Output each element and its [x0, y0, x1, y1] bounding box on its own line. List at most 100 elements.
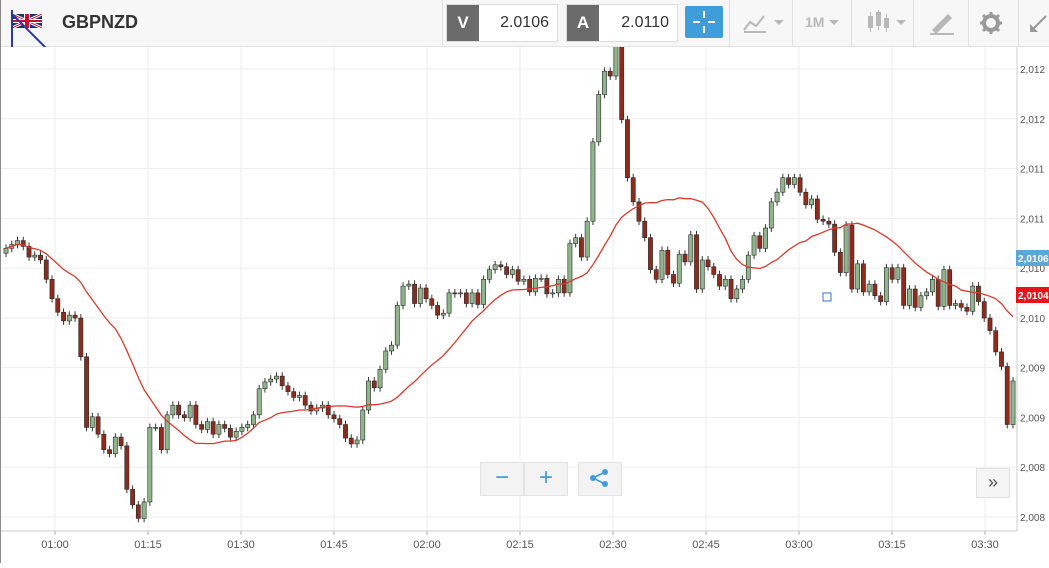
candlestick-chart[interactable]: 2,012 2,012 2,011 2,011 2,010 2,010 2,009 2,009… — [0, 40, 1049, 563]
bearish-candle — [279, 375, 285, 387]
bearish-candle — [653, 269, 659, 280]
bearish-candle — [463, 292, 469, 304]
bearish-candle — [705, 259, 711, 268]
buy-price-button[interactable]: A 2.0110 — [566, 4, 678, 42]
crosshair-marker — [822, 292, 832, 302]
bearish-candle — [302, 395, 308, 406]
bearish-candle — [711, 266, 717, 275]
bullish-candle — [354, 439, 360, 445]
bullish-candle — [953, 303, 958, 306]
bullish-candle — [613, 43, 619, 77]
bullish-candle — [256, 388, 262, 416]
timeframe-label: 1M — [805, 14, 825, 30]
bearish-candle — [371, 380, 377, 389]
crosshair-button[interactable] — [685, 6, 723, 38]
bullish-candle — [809, 198, 814, 206]
bearish-candle — [210, 421, 216, 435]
bearish-candle — [694, 234, 699, 290]
bearish-candle — [423, 287, 429, 299]
scroll-right-button[interactable]: » — [976, 468, 1010, 498]
bullish-candle — [768, 201, 774, 229]
bearish-candle — [130, 489, 135, 506]
bullish-candle — [360, 409, 366, 441]
bullish-candle — [970, 285, 976, 312]
bullish-candle — [509, 269, 515, 275]
bearish-candle — [176, 404, 182, 416]
bearish-candle — [337, 418, 343, 425]
bearish-candle — [579, 237, 584, 258]
bearish-candle — [118, 436, 124, 447]
zoom-in-button[interactable]: + — [524, 462, 568, 496]
bearish-candle — [837, 251, 843, 273]
bearish-candle — [826, 220, 832, 225]
fullscreen-button[interactable] — [1028, 12, 1048, 38]
line-chart-type-icon — [743, 15, 784, 33]
bearish-candle — [43, 259, 49, 280]
bearish-candle — [26, 246, 32, 258]
y-tick-label: 2,010 — [1020, 264, 1045, 275]
bearish-candle — [412, 283, 417, 304]
bullish-candle — [884, 267, 889, 302]
bearish-candle — [728, 279, 734, 299]
x-tick-label: 02:15 — [506, 539, 534, 551]
y-tick-label: 2,011 — [1020, 165, 1045, 176]
bullish-candle — [417, 287, 423, 304]
bearish-candle — [820, 219, 826, 222]
bullish-candle — [780, 177, 786, 193]
divider — [729, 0, 730, 46]
plot-background — [0, 47, 1017, 531]
bullish-candle — [492, 264, 498, 270]
bearish-candle — [665, 249, 671, 275]
settings-gear-icon — [980, 12, 1002, 34]
zoom-out-button[interactable]: − — [480, 462, 524, 496]
bearish-candle — [475, 292, 481, 305]
bullish-candle — [699, 259, 705, 290]
bearish-candle — [935, 279, 941, 307]
timeframe-button[interactable]: 1M — [805, 14, 840, 40]
draw-tool-button[interactable] — [928, 10, 956, 36]
bearish-candle — [849, 224, 855, 290]
settings-button[interactable] — [979, 11, 1003, 37]
x-tick-label: 02:45 — [692, 539, 720, 551]
bullish-candle — [469, 292, 475, 304]
bullish-candle — [556, 279, 561, 294]
divider — [792, 0, 793, 46]
bullish-candle — [251, 414, 256, 425]
bearish-candle — [682, 253, 688, 263]
bearish-candle — [947, 269, 953, 306]
fullscreen-icon — [1030, 15, 1047, 32]
chart-area[interactable]: 2,012 2,012 2,011 2,011 2,010 2,010 2,009 2,009… — [0, 40, 1049, 563]
bullish-candle — [481, 279, 487, 305]
bullish-candle — [366, 380, 371, 411]
bearish-candle — [872, 283, 878, 297]
bearish-candle — [832, 223, 838, 253]
bullish-candle — [141, 501, 147, 519]
bid-price-label: 2,0106 — [1018, 254, 1049, 265]
bearish-candle — [797, 177, 803, 193]
bullish-candle — [233, 430, 239, 438]
bearish-candle — [78, 317, 84, 358]
bullish-candle — [930, 279, 935, 293]
y-tick-label: 2,008 — [1020, 513, 1045, 524]
divider — [851, 0, 852, 46]
chart-type-button[interactable] — [742, 10, 788, 36]
y-tick-label: 2,012 — [1020, 115, 1045, 126]
x-tick-label: 01:30 — [227, 539, 255, 551]
bullish-candle — [377, 369, 383, 389]
share-button[interactable] — [578, 462, 622, 496]
bullish-candle — [590, 141, 596, 222]
bullish-candle — [440, 312, 446, 316]
bearish-candle — [757, 235, 763, 249]
sell-price-button[interactable]: V 2.0106 — [446, 4, 558, 42]
bullish-candle — [521, 279, 527, 282]
bullish-candle — [532, 278, 538, 293]
bullish-candle — [676, 253, 682, 284]
bearish-candle — [958, 303, 964, 308]
bearish-candle — [504, 266, 510, 275]
candle-style-button[interactable] — [862, 10, 908, 36]
bullish-candle — [383, 350, 389, 370]
bullish-candle — [205, 421, 210, 430]
bearish-candle — [515, 269, 521, 282]
moving-average-line — [5, 197, 1014, 445]
bearish-candle — [889, 267, 895, 280]
